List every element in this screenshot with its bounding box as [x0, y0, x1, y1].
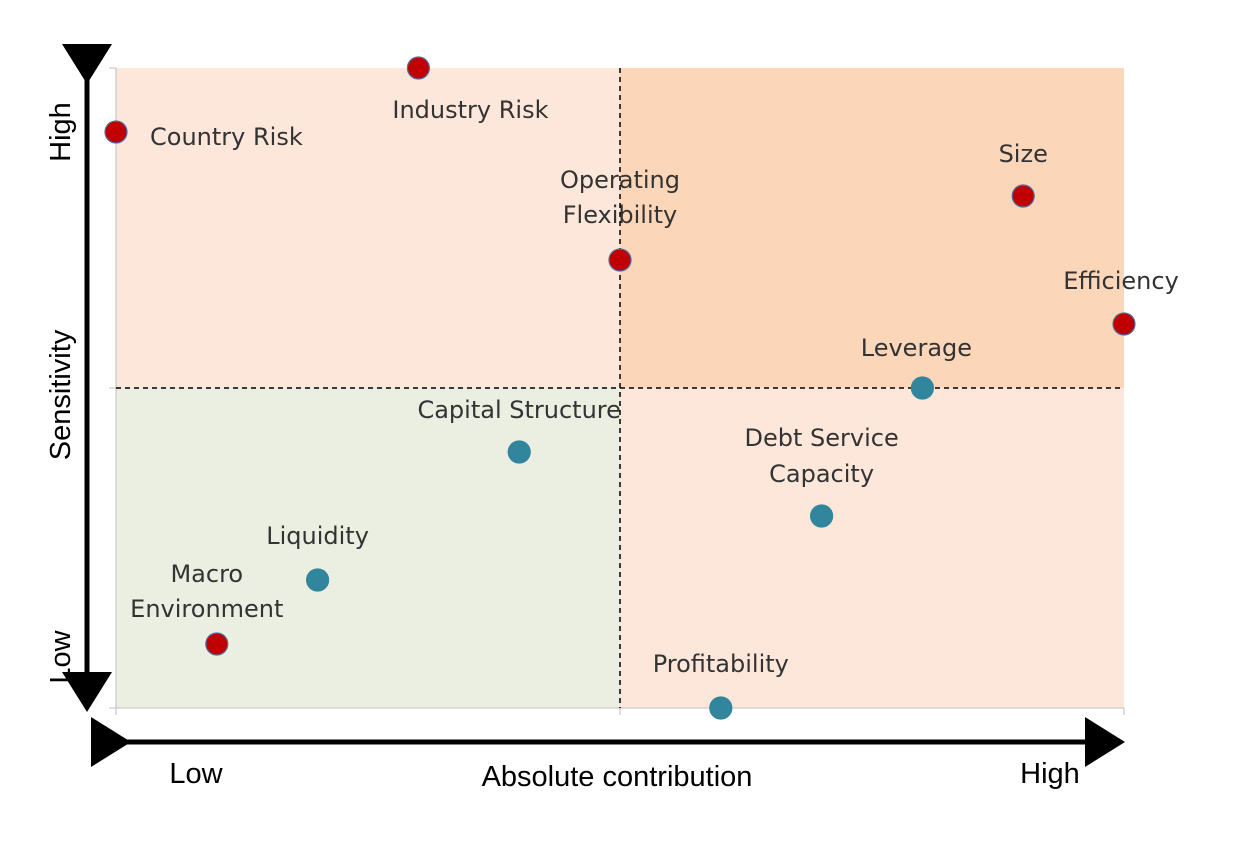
- axes: [62, 44, 1125, 767]
- point-1: [104, 120, 128, 144]
- x-axis-title: Absolute contribution: [482, 761, 753, 793]
- quadrant-backgrounds: [116, 68, 1124, 708]
- point-8: [809, 504, 834, 528]
- point-7: [507, 440, 531, 464]
- point-label-10: Macro Environment: [130, 560, 283, 623]
- point-5: [1112, 312, 1136, 336]
- point-11: [709, 696, 733, 720]
- quadrant-low-contribution-high-sensitivity: [116, 68, 620, 388]
- quadrant-low-contribution-low-sensitivity: [116, 388, 620, 708]
- point-label-11: Profitability: [653, 650, 789, 678]
- quadrant-high-contribution-low-sensitivity: [620, 388, 1124, 708]
- y-axis-high-label: High: [45, 102, 77, 162]
- data-points: [104, 56, 1136, 720]
- point-6: [910, 376, 935, 400]
- point-labels: Country Risk Industry Risk Operating Flexib…: [130, 96, 1179, 678]
- point-label-3: Operating Flexibility: [560, 166, 680, 229]
- point-label-7: Capital Structure: [417, 396, 620, 424]
- point-10: [205, 632, 229, 656]
- point-label-1: Country Risk: [150, 123, 303, 151]
- point-label-6: Leverage: [861, 334, 972, 362]
- x-axis-low-label: Low: [169, 758, 223, 790]
- y-axis-title: Sensitivity: [45, 329, 77, 460]
- point-label-2: Industry Risk: [392, 96, 548, 124]
- point-label-4: Size: [999, 140, 1048, 168]
- quadrant-high-contribution-high-sensitivity: [620, 68, 1124, 388]
- point-label-9: Liquidity: [266, 522, 369, 550]
- point-4: [1011, 184, 1035, 208]
- point-2: [406, 56, 430, 80]
- point-label-5: Efficiency: [1063, 267, 1179, 295]
- point-9: [306, 568, 330, 592]
- point-label-8: Debt Service Capacity: [744, 424, 898, 488]
- point-3: [608, 248, 632, 272]
- x-axis-high-label: High: [1020, 758, 1080, 790]
- y-axis-low-label: Low: [45, 629, 77, 683]
